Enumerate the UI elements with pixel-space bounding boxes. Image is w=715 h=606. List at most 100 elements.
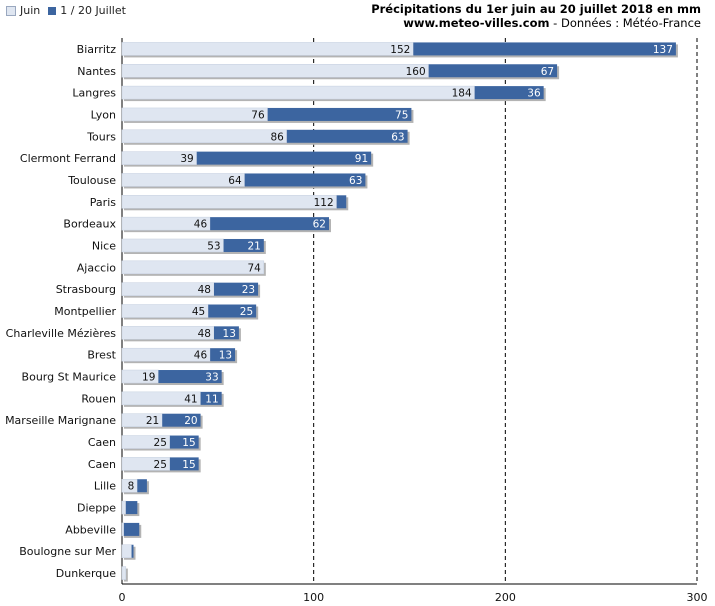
category-label: Clermont Ferrand [20,152,116,165]
bar-july [196,151,372,165]
bar-july [336,195,347,209]
data-label-june: 45 [192,306,205,318]
category-label: Brest [87,349,116,362]
category-label: Strasbourg [56,283,116,296]
bar-june [121,347,211,362]
bar-june [121,260,265,275]
bar-july [123,522,140,536]
bar-july [428,64,558,78]
category-label: Montpellier [54,305,116,318]
bar-july [162,413,201,427]
bar-june [121,216,211,231]
legend-item-july: 1 / 20 Juillet [48,4,126,17]
data-label-june: 25 [154,437,167,449]
bar-july [267,107,412,121]
bar-july [214,326,239,340]
data-label-june: 46 [194,219,208,231]
data-label-june: 19 [142,372,155,384]
data-label-july: 13 [219,350,232,362]
category-label: Caen [88,436,116,449]
data-label-july: 137 [653,44,673,56]
data-label-june: 53 [207,240,220,252]
chart-subtitle: www.meteo-villes.com - Données : Météo-F… [371,16,701,30]
data-label-june: 112 [314,197,334,209]
data-label-june: 86 [270,131,284,143]
bar-july [244,173,366,187]
bar-july [208,304,257,318]
bar-june [121,42,414,56]
category-label: Caen [88,458,116,471]
data-label-july: 33 [205,372,218,384]
category-label: Abbeville [65,523,116,536]
subtitle-separator: - [549,16,561,30]
data-label-july: 23 [242,284,255,296]
bar-june [121,500,127,515]
data-label-july: 75 [395,109,408,121]
category-label: Nantes [77,65,116,78]
data-label-june: 76 [251,109,265,121]
data-label-june: 8 [128,481,135,493]
bar-july [200,391,222,405]
x-tick-label: 100 [303,591,324,604]
data-label-june: 41 [184,393,197,405]
x-tick-label: 200 [495,591,516,604]
data-label-july: 21 [247,240,260,252]
bar-june [121,64,429,78]
category-label: Ajaccio [77,261,116,274]
data-label-july: 25 [240,306,253,318]
data-label-july: 15 [182,437,195,449]
data-label-june: 46 [194,350,208,362]
category-label: Toulouse [67,174,116,187]
category-label: Rouen [81,392,116,405]
bar-june [121,195,337,209]
category-label: Dieppe [77,502,116,515]
data-label-july: 63 [391,131,404,143]
chart-title: Précipitations du 1er juin au 20 juillet… [371,2,701,16]
data-label-june: 48 [198,284,211,296]
data-label-july: 91 [355,153,368,165]
category-label: Nice [92,239,116,252]
category-label: Charleville Mézières [6,327,117,340]
bar-july [131,544,134,558]
data-label-july: 36 [527,88,541,100]
category-label: Lille [94,480,116,493]
bar-june [121,85,475,100]
data-label-july: 62 [313,219,326,231]
category-label: Langres [72,87,116,100]
bar-june [121,129,288,144]
data-label-june: 152 [390,44,410,56]
data-label-july: 15 [182,459,195,471]
data-label-july: 11 [205,393,218,405]
category-label: Lyon [91,108,116,121]
x-tick-label: 0 [119,591,126,604]
legend-label-july: 1 / 20 Juillet [60,4,126,17]
bar-july [137,479,147,493]
data-label-june: 21 [146,415,159,427]
bar-july [210,348,236,362]
data-label-july: 63 [349,175,362,187]
data-label-july: 20 [184,415,197,427]
bar-june [121,566,127,580]
data-source: Données : Météo-France [560,16,701,30]
data-label-july: 67 [541,66,554,78]
x-tick-label: 300 [687,591,708,604]
data-label-july: 13 [223,328,236,340]
bar-june [121,544,132,558]
category-label: Tours [86,130,116,143]
bar-july [210,217,329,231]
chart-header: Précipitations du 1er juin au 20 juillet… [371,2,701,30]
bar-june [121,107,268,122]
category-label: Boulogne sur Mer [19,545,116,558]
bar-july [125,501,138,515]
category-label: Biarritz [77,43,117,56]
data-label-june: 25 [154,459,167,471]
data-label-june: 64 [228,175,242,187]
category-label: Paris [90,196,116,209]
bar-july [413,42,676,56]
bar-july [169,457,199,471]
data-label-june: 48 [198,328,211,340]
category-label: Bordeaux [63,218,116,231]
bar-june [121,522,125,537]
bar-july [169,435,199,449]
